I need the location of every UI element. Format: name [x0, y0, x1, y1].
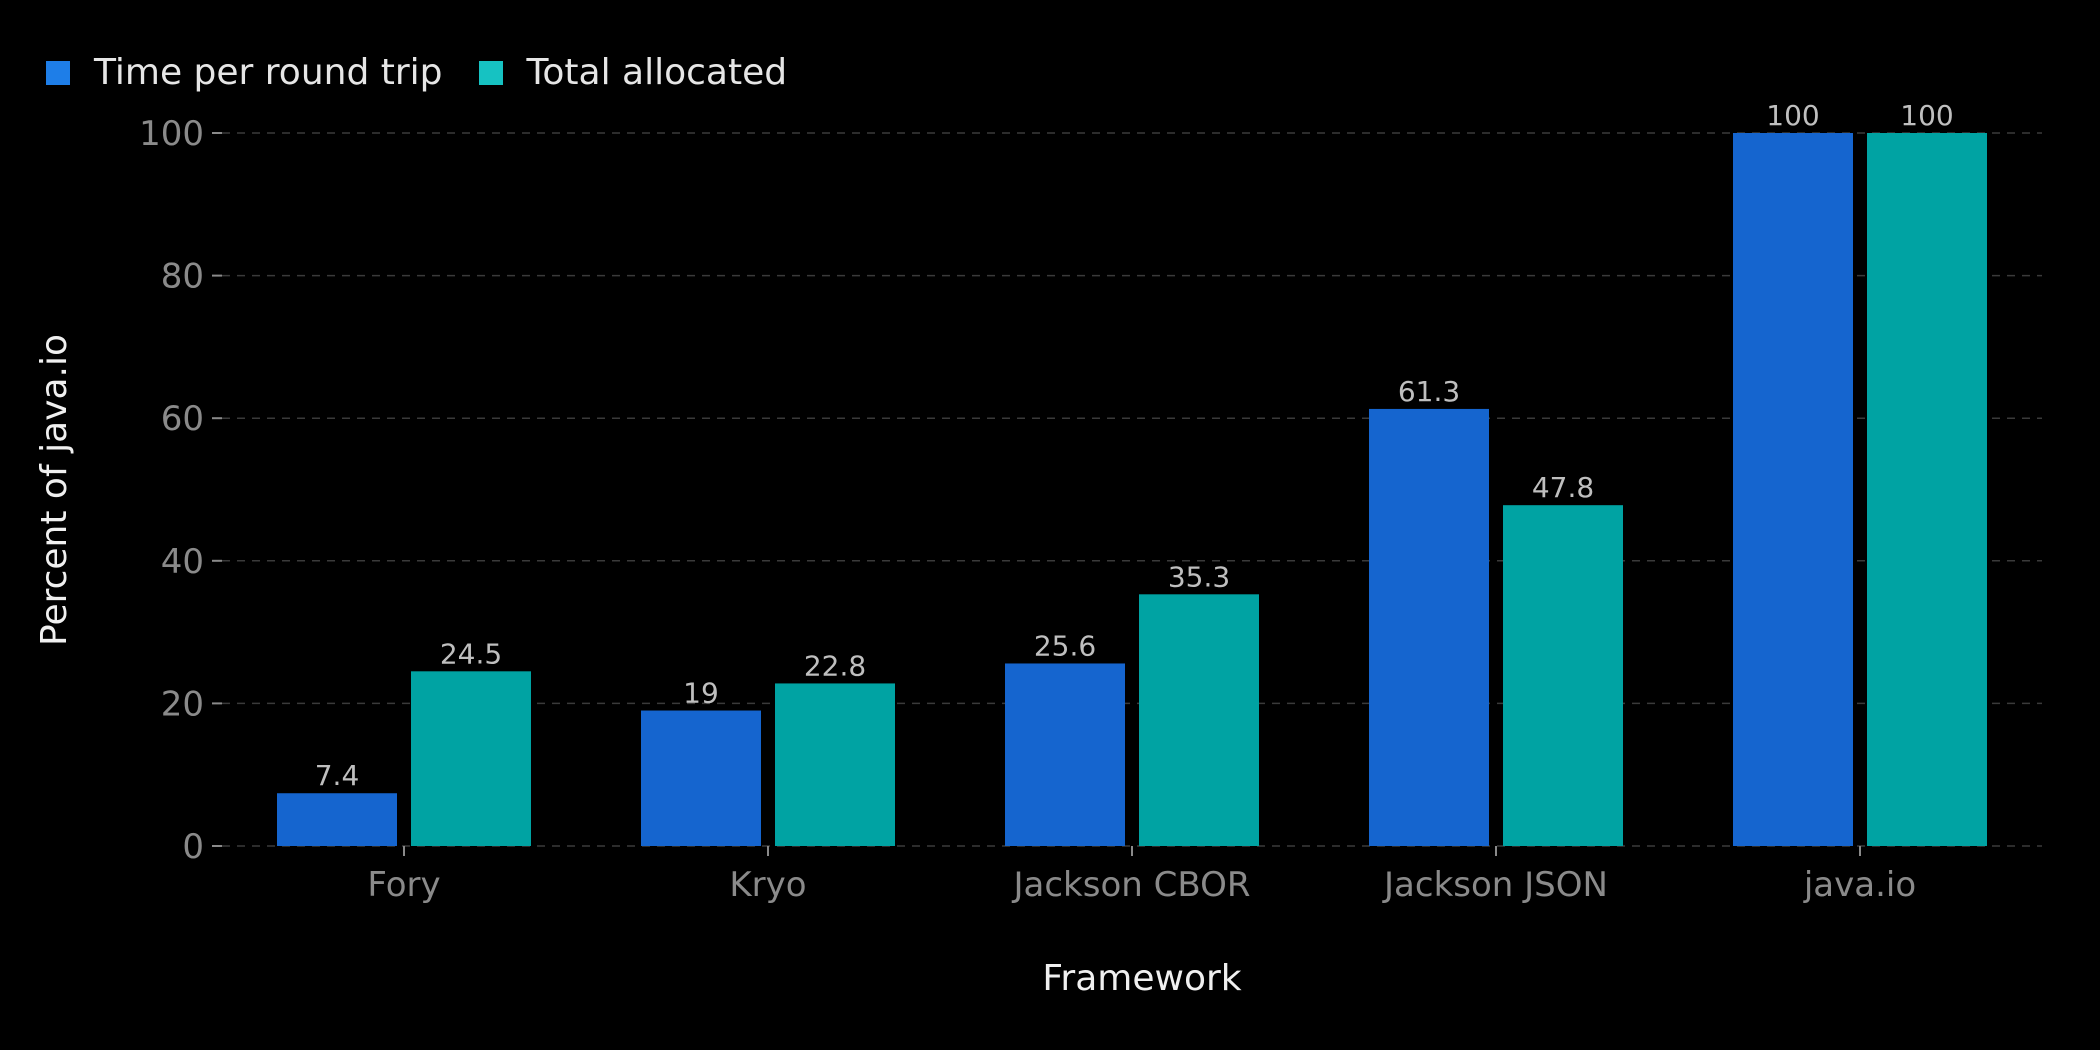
- x-tick-label: Jackson CBOR: [1012, 865, 1251, 905]
- y-axis: 0 20 40 60 80 100: [139, 114, 222, 867]
- y-tick-label: 0: [182, 827, 204, 867]
- y-tick-label: 80: [161, 257, 204, 297]
- y-tick-label: 20: [161, 684, 204, 724]
- bar-value-label: 100: [1766, 99, 1819, 132]
- x-tick-label: Fory: [367, 865, 440, 905]
- y-tick-label: 60: [161, 399, 204, 439]
- legend: Time per round trip Total allocated: [46, 52, 823, 93]
- bar-value-label: 100: [1900, 99, 1953, 132]
- bar-time: [1369, 408, 1489, 846]
- x-axis-title: Framework: [1042, 958, 1241, 999]
- bar-allocated: [411, 671, 531, 846]
- bar-allocated: [1139, 594, 1259, 846]
- bar-time: [1733, 133, 1853, 846]
- x-tick-label: java.io: [1803, 865, 1916, 905]
- x-axis: Fory Kryo Jackson CBOR Jackson JSON java.io: [367, 846, 1916, 905]
- bars: 7.4 24.5 19 22.8 25.6 35.3 61.3 47.8 100 100: [277, 99, 1987, 846]
- x-tick-label: Kryo: [729, 865, 806, 905]
- bar-value-label: 35.3: [1168, 560, 1230, 593]
- bar-time: [1005, 663, 1125, 846]
- legend-label-allocated: Total allocated: [526, 52, 788, 93]
- bar-allocated: [1867, 133, 1987, 846]
- legend-item-time: Time per round trip: [46, 52, 443, 93]
- legend-swatch-time: [46, 60, 70, 85]
- bar-value-label: 61.3: [1398, 375, 1460, 408]
- bar-value-label: 25.6: [1034, 629, 1096, 662]
- legend-label-time: Time per round trip: [94, 52, 443, 93]
- bar-time: [277, 793, 397, 846]
- bar-allocated: [1503, 505, 1623, 846]
- bar-value-label: 22.8: [804, 649, 866, 682]
- bar-value-label: 47.8: [1532, 471, 1594, 504]
- bar-time: [641, 710, 761, 846]
- y-axis-title: Percent of java.io: [34, 334, 75, 646]
- bar-allocated: [775, 683, 895, 846]
- bar-value-label: 24.5: [440, 637, 502, 670]
- x-tick-label: Jackson JSON: [1382, 865, 1608, 905]
- y-tick-label: 40: [161, 542, 204, 582]
- y-tick-label: 100: [139, 114, 204, 154]
- bar-value-label: 7.4: [315, 759, 360, 792]
- bar-value-label: 19: [683, 677, 719, 710]
- legend-item-allocated: Total allocated: [478, 52, 788, 93]
- legend-swatch-allocated: [478, 60, 503, 85]
